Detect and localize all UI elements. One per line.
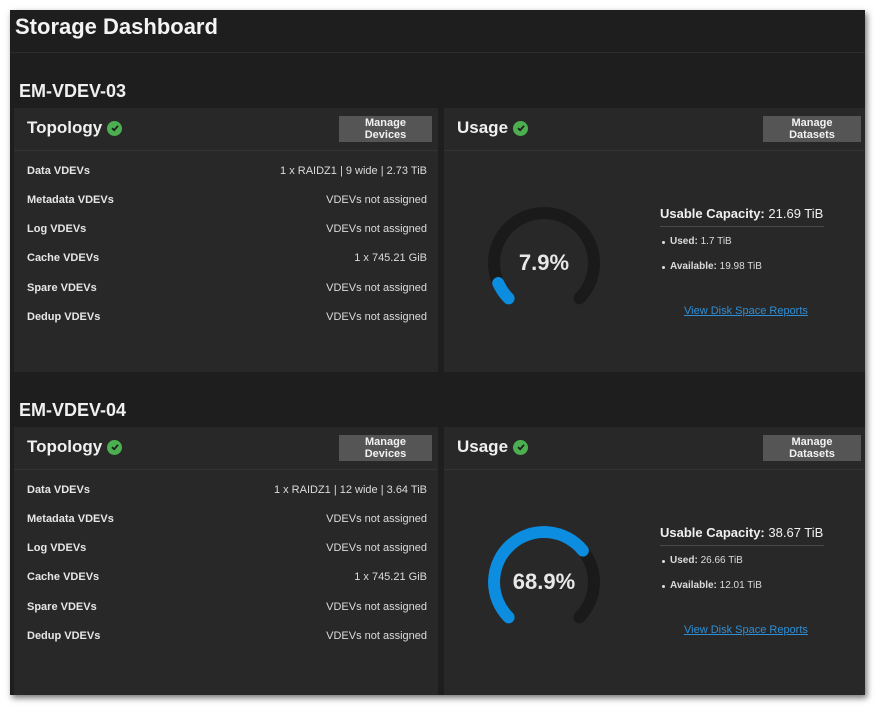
used-value: 1.7 TiB (700, 236, 732, 247)
view-disk-space-reports-link[interactable]: View Disk Space Reports (684, 305, 808, 317)
row-label: Data VDEVs (27, 165, 90, 177)
pool-name: EM-VDEV-04 (19, 400, 127, 420)
row-label: Metadata VDEVs (27, 513, 114, 525)
capacity-value: 21.69 TiB (768, 206, 824, 221)
row-label: Spare VDEVs (27, 282, 97, 294)
gauge-track (488, 207, 600, 305)
check-circle-icon (513, 439, 529, 455)
topology-row-cache: Cache VDEVs 1 x 745.21 GiB (27, 567, 427, 587)
used-label: Used: (670, 236, 698, 247)
row-value: VDEVs not assigned (326, 282, 427, 294)
manage-devices-button[interactable]: Manage Devices (339, 435, 432, 461)
view-disk-space-reports-link[interactable]: View Disk Space Reports (684, 624, 808, 636)
topology-title: Topology (27, 118, 123, 138)
used-item: Used: 1.7 TiB (662, 236, 732, 247)
available-value: 19.98 TiB (719, 261, 762, 272)
manage-devices-button[interactable]: Manage Devices (339, 116, 432, 142)
usage-percent: 68.9% (512, 569, 576, 594)
row-label: Metadata VDEVs (27, 194, 114, 206)
row-value: VDEVs not assigned (326, 513, 427, 525)
topology-row-log: Log VDEVs VDEVs not assigned (27, 219, 427, 239)
row-value: VDEVs not assigned (326, 194, 427, 206)
row-value: VDEVs not assigned (326, 542, 427, 554)
card-divider (14, 469, 438, 470)
row-label: Log VDEVs (27, 223, 87, 235)
topology-row-dedup: Dedup VDEVs VDEVs not assigned (27, 626, 427, 646)
usage-card: Usage Manage Datasets 68.9% Usable Capac… (444, 427, 865, 695)
topology-row-cache: Cache VDEVs 1 x 745.21 GiB (27, 248, 427, 268)
usage-title: Usage (457, 437, 529, 457)
usage-title-text: Usage (457, 437, 509, 456)
usage-gauge (488, 207, 600, 305)
row-value: 1 x 745.21 GiB (354, 252, 427, 264)
topology-card: Topology Manage Devices Data VDEVs 1 x RA… (14, 427, 438, 695)
check-circle-icon (107, 120, 123, 136)
topology-row-metadata: Metadata VDEVs VDEVs not assigned (27, 190, 427, 210)
available-value: 12.01 TiB (719, 580, 762, 591)
topology-row-spare: Spare VDEVs VDEVs not assigned (27, 278, 427, 298)
card-divider (14, 150, 438, 151)
card-divider (444, 469, 865, 470)
row-label: Cache VDEVs (27, 252, 100, 264)
topology-card: Topology Manage Devices Data VDEVs 1 x RA… (14, 108, 438, 372)
gauge-fill (492, 277, 515, 305)
manage-datasets-button[interactable]: Manage Datasets (763, 435, 861, 461)
available-item: Available: 19.98 TiB (662, 261, 762, 272)
row-label: Dedup VDEVs (27, 630, 101, 642)
row-value: 1 x RAIDZ1 | 9 wide | 2.73 TiB (280, 165, 427, 177)
row-label: Spare VDEVs (27, 601, 97, 613)
gauge-fill (488, 526, 589, 624)
used-item: Used: 26.66 TiB (662, 555, 743, 566)
pool-name: EM-VDEV-03 (19, 81, 127, 101)
row-label: Data VDEVs (27, 484, 90, 496)
topology-row-data: Data VDEVs 1 x RAIDZ1 | 9 wide | 2.73 TiB (27, 161, 427, 181)
row-label: Cache VDEVs (27, 571, 100, 583)
usage-percent: 7.9% (518, 250, 570, 275)
row-value: VDEVs not assigned (326, 223, 427, 235)
card-divider (444, 150, 865, 151)
row-label: Log VDEVs (27, 542, 87, 554)
available-item: Available: 12.01 TiB (662, 580, 762, 591)
row-value: 1 x 745.21 GiB (354, 571, 427, 583)
used-label: Used: (670, 555, 698, 566)
topology-title-text: Topology (27, 437, 103, 456)
topology-row-dedup: Dedup VDEVs VDEVs not assigned (27, 307, 427, 327)
row-value: VDEVs not assigned (326, 630, 427, 642)
usage-title: Usage (457, 118, 529, 138)
topology-row-spare: Spare VDEVs VDEVs not assigned (27, 597, 427, 617)
page-title: Storage Dashboard (15, 14, 218, 39)
available-label: Available: (670, 261, 717, 272)
usage-gauge (488, 526, 600, 624)
row-value: VDEVs not assigned (326, 311, 427, 323)
topology-row-metadata: Metadata VDEVs VDEVs not assigned (27, 509, 427, 529)
capacity-value: 38.67 TiB (768, 525, 824, 540)
storage-dashboard: Storage Dashboard EM-VDEV-03 Topology Ma… (10, 10, 865, 695)
row-value: 1 x RAIDZ1 | 12 wide | 3.64 TiB (273, 484, 427, 496)
usage-card: Usage Manage Datasets 7.9% Usable Capaci… (444, 108, 865, 372)
title-divider (10, 52, 865, 53)
used-value: 26.66 TiB (700, 555, 743, 566)
usable-capacity: Usable Capacity: 38.67 TiB (660, 525, 824, 546)
capacity-label: Usable Capacity: (660, 525, 765, 540)
capacity-label: Usable Capacity: (660, 206, 765, 221)
topology-title-text: Topology (27, 118, 103, 137)
usage-title-text: Usage (457, 118, 509, 137)
check-circle-icon (107, 439, 123, 455)
row-value: VDEVs not assigned (326, 601, 427, 613)
topology-row-log: Log VDEVs VDEVs not assigned (27, 538, 427, 558)
topology-row-data: Data VDEVs 1 x RAIDZ1 | 12 wide | 3.64 Ti… (27, 480, 427, 500)
topology-title: Topology (27, 437, 123, 457)
manage-datasets-button[interactable]: Manage Datasets (763, 116, 861, 142)
usable-capacity: Usable Capacity: 21.69 TiB (660, 206, 824, 227)
available-label: Available: (670, 580, 717, 591)
check-circle-icon (513, 120, 529, 136)
row-label: Dedup VDEVs (27, 311, 101, 323)
